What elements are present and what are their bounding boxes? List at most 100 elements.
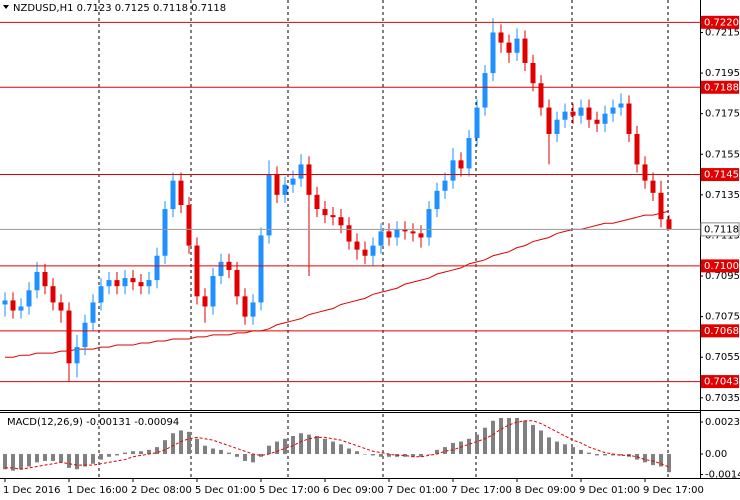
macd-bar <box>251 454 255 463</box>
macd-bar <box>579 449 583 455</box>
macd-bar <box>371 454 375 456</box>
macd-bar <box>91 454 95 464</box>
macd-bar <box>515 417 519 455</box>
macd-bar <box>179 430 183 455</box>
x-tick-label: 2 Dec 08:00 <box>131 485 192 496</box>
candle-body <box>666 219 672 230</box>
macd-bar <box>123 452 127 455</box>
candle-body <box>394 229 400 238</box>
candle-body <box>146 280 152 287</box>
vertical-grid <box>98 0 669 478</box>
candle-body <box>594 119 600 124</box>
macd-bar <box>539 430 543 455</box>
candle-body <box>426 209 432 238</box>
macd-bar <box>75 454 79 470</box>
macd-bar <box>227 452 231 455</box>
candle-body <box>82 322 88 348</box>
macd-bar <box>275 441 279 455</box>
candle-body <box>282 184 288 195</box>
candle-body <box>530 62 536 84</box>
macd-bar <box>347 448 351 455</box>
level-label-box <box>701 324 739 338</box>
macd-bar <box>235 454 239 457</box>
y-tick-label: 0.7175 <box>705 109 740 120</box>
y-tick-label: 0.7055 <box>705 352 740 363</box>
candle-body <box>466 138 472 169</box>
x-tick-label: 6 Dec 09:00 <box>323 485 384 496</box>
candle-body <box>322 209 328 216</box>
macd-bar <box>379 454 383 457</box>
macd-bar <box>331 441 335 455</box>
candle-body <box>138 282 144 287</box>
level-label: 0.7100 <box>704 261 739 272</box>
candle-body <box>186 205 192 246</box>
macd-bar <box>411 454 415 457</box>
x-tick-label: 1 Dec 16:00 <box>67 485 128 496</box>
candle-body <box>370 245 376 256</box>
x-tick-label: 1 Dec 2016 <box>3 485 61 496</box>
macd-bar <box>435 449 439 455</box>
candle-body <box>650 180 656 193</box>
candle-body <box>90 302 96 323</box>
candle-body <box>538 83 544 108</box>
candle-body <box>170 180 176 210</box>
macd-bar <box>531 424 535 455</box>
candle-body <box>42 271 48 287</box>
candle-body <box>602 113 608 124</box>
level-label: 0.7188 <box>704 82 739 93</box>
candle-body <box>658 192 664 220</box>
macd-bar <box>211 448 215 455</box>
y-tick-label: 0.7035 <box>705 393 740 404</box>
candle-body <box>498 32 504 43</box>
macd-bar <box>267 445 271 455</box>
macd-bar <box>99 454 103 460</box>
candle-body <box>290 178 296 185</box>
y-tick-label: 0.7155 <box>705 149 740 160</box>
candle-body <box>250 302 256 317</box>
candle-body <box>234 269 240 297</box>
macd-bar <box>555 441 559 455</box>
y-tick-label: 0.7195 <box>705 68 740 79</box>
level-label-box <box>701 259 739 273</box>
macd-bar <box>467 438 471 455</box>
macd-bar <box>107 454 111 457</box>
macd-bar <box>507 417 511 455</box>
candle-body <box>402 229 408 232</box>
macd-bar <box>363 454 367 455</box>
macd-bar <box>451 442 455 455</box>
candle-body <box>434 190 440 210</box>
x-tick-label: 5 Dec 01:00 <box>195 485 256 496</box>
candle-body <box>10 300 16 311</box>
candle-body <box>482 73 488 108</box>
macd-bar <box>611 454 615 456</box>
candle-body <box>74 347 80 364</box>
candle-body <box>18 306 24 311</box>
candle-body <box>66 310 72 364</box>
level-label-box <box>701 375 739 389</box>
level-label: 0.7043 <box>704 377 739 388</box>
candle-body <box>410 231 416 234</box>
macd-bar <box>667 454 671 473</box>
candle-body <box>274 174 280 195</box>
candle-body <box>178 180 184 205</box>
macd-bar <box>603 454 607 456</box>
level-label: 0.7220 <box>704 17 739 28</box>
candle-body <box>194 245 200 297</box>
macd-bar <box>323 438 327 455</box>
macd-bar <box>83 454 87 467</box>
candle-body <box>490 32 496 74</box>
macd-bar <box>59 454 63 463</box>
macd-bar <box>587 452 591 455</box>
candle-body <box>162 209 168 256</box>
candle-body <box>266 174 272 236</box>
macd-bar <box>283 438 287 455</box>
macd-bar <box>35 454 39 463</box>
macd-bar <box>115 454 119 456</box>
macd-bar <box>155 447 159 455</box>
candle-body <box>298 164 304 179</box>
candle-body <box>450 160 456 181</box>
candle-body <box>314 194 320 210</box>
macd-bar <box>571 447 575 455</box>
